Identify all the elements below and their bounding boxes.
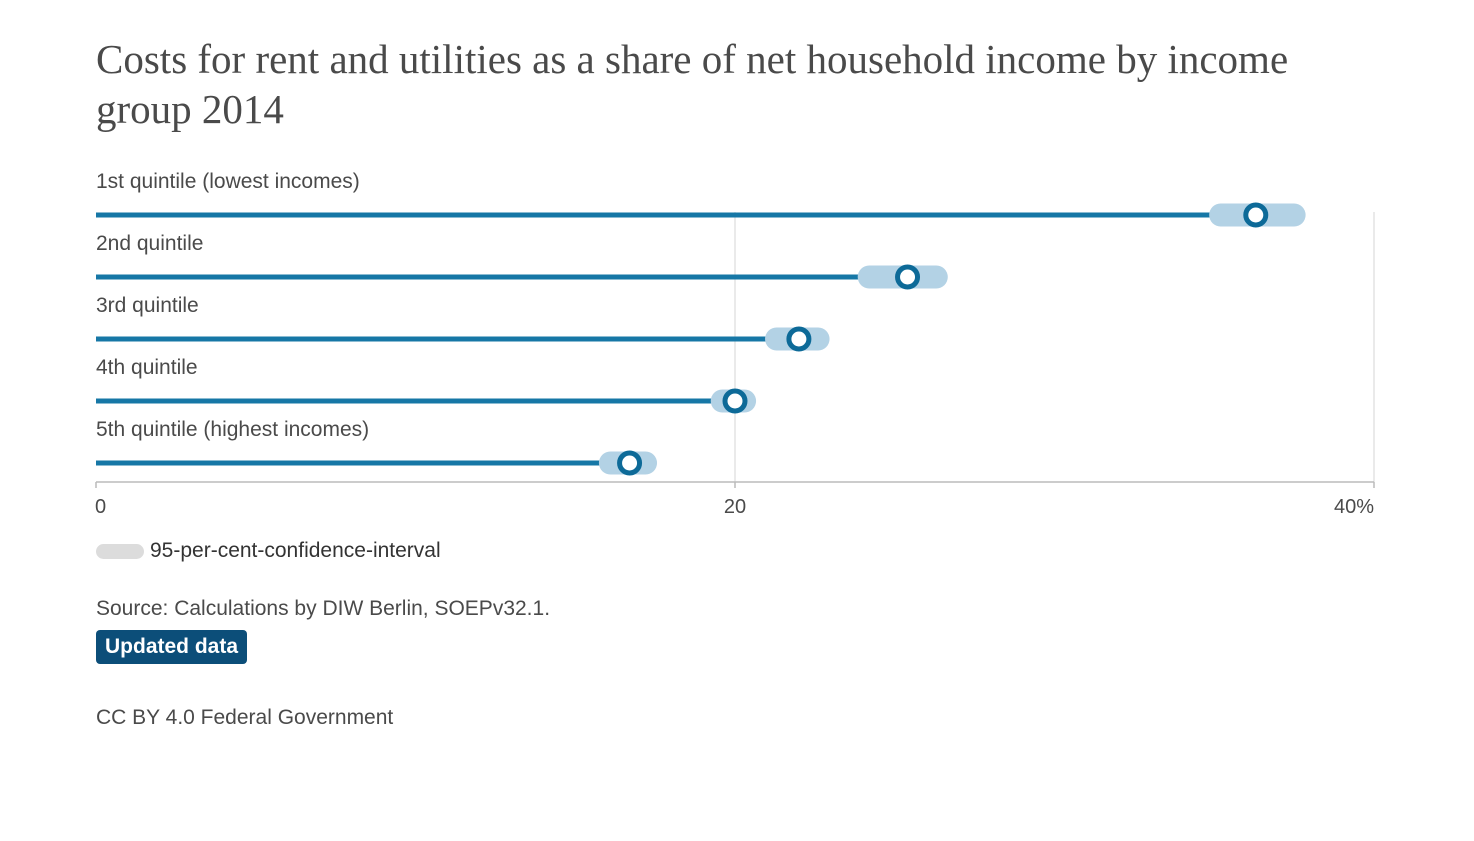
updated-data-badge[interactable]: Updated data — [96, 630, 248, 664]
data-point-3 — [786, 326, 812, 352]
x-tick-label-2: 40% — [1334, 496, 1374, 518]
category-label-1: 1st quintile (lowest incomes) — [96, 170, 360, 193]
category-label-4: 4th quintile — [96, 356, 198, 379]
legend: 95-per-cent-confidence-interval — [96, 536, 441, 566]
category-label-2: 2nd quintile — [96, 232, 203, 255]
data-point-4 — [722, 388, 748, 414]
x-tick-label-1: 20 — [724, 496, 746, 518]
legend-label: 95-per-cent-confidence-interval — [150, 539, 441, 562]
source-note: Source: Calculations by DIW Berlin, SOEP… — [96, 597, 551, 620]
dot-plot-chart: 0 20 40% 1st quintile (lowest incomes) 2nd q… — [95, 170, 1375, 518]
legend-swatch-confidence-interval — [96, 543, 144, 559]
category-label-5: 5th quintile (highest incomes) — [96, 418, 369, 441]
license-note: CC BY 4.0 Federal Government — [96, 706, 394, 729]
data-point-1 — [1243, 202, 1269, 228]
x-tick-label-0: 0 — [95, 496, 106, 518]
data-point-2 — [895, 264, 921, 290]
data-point-5 — [617, 450, 643, 476]
category-label-3: 3rd quintile — [96, 294, 199, 317]
chart-title: Costs for rent and utilities as a share … — [96, 36, 1289, 132]
